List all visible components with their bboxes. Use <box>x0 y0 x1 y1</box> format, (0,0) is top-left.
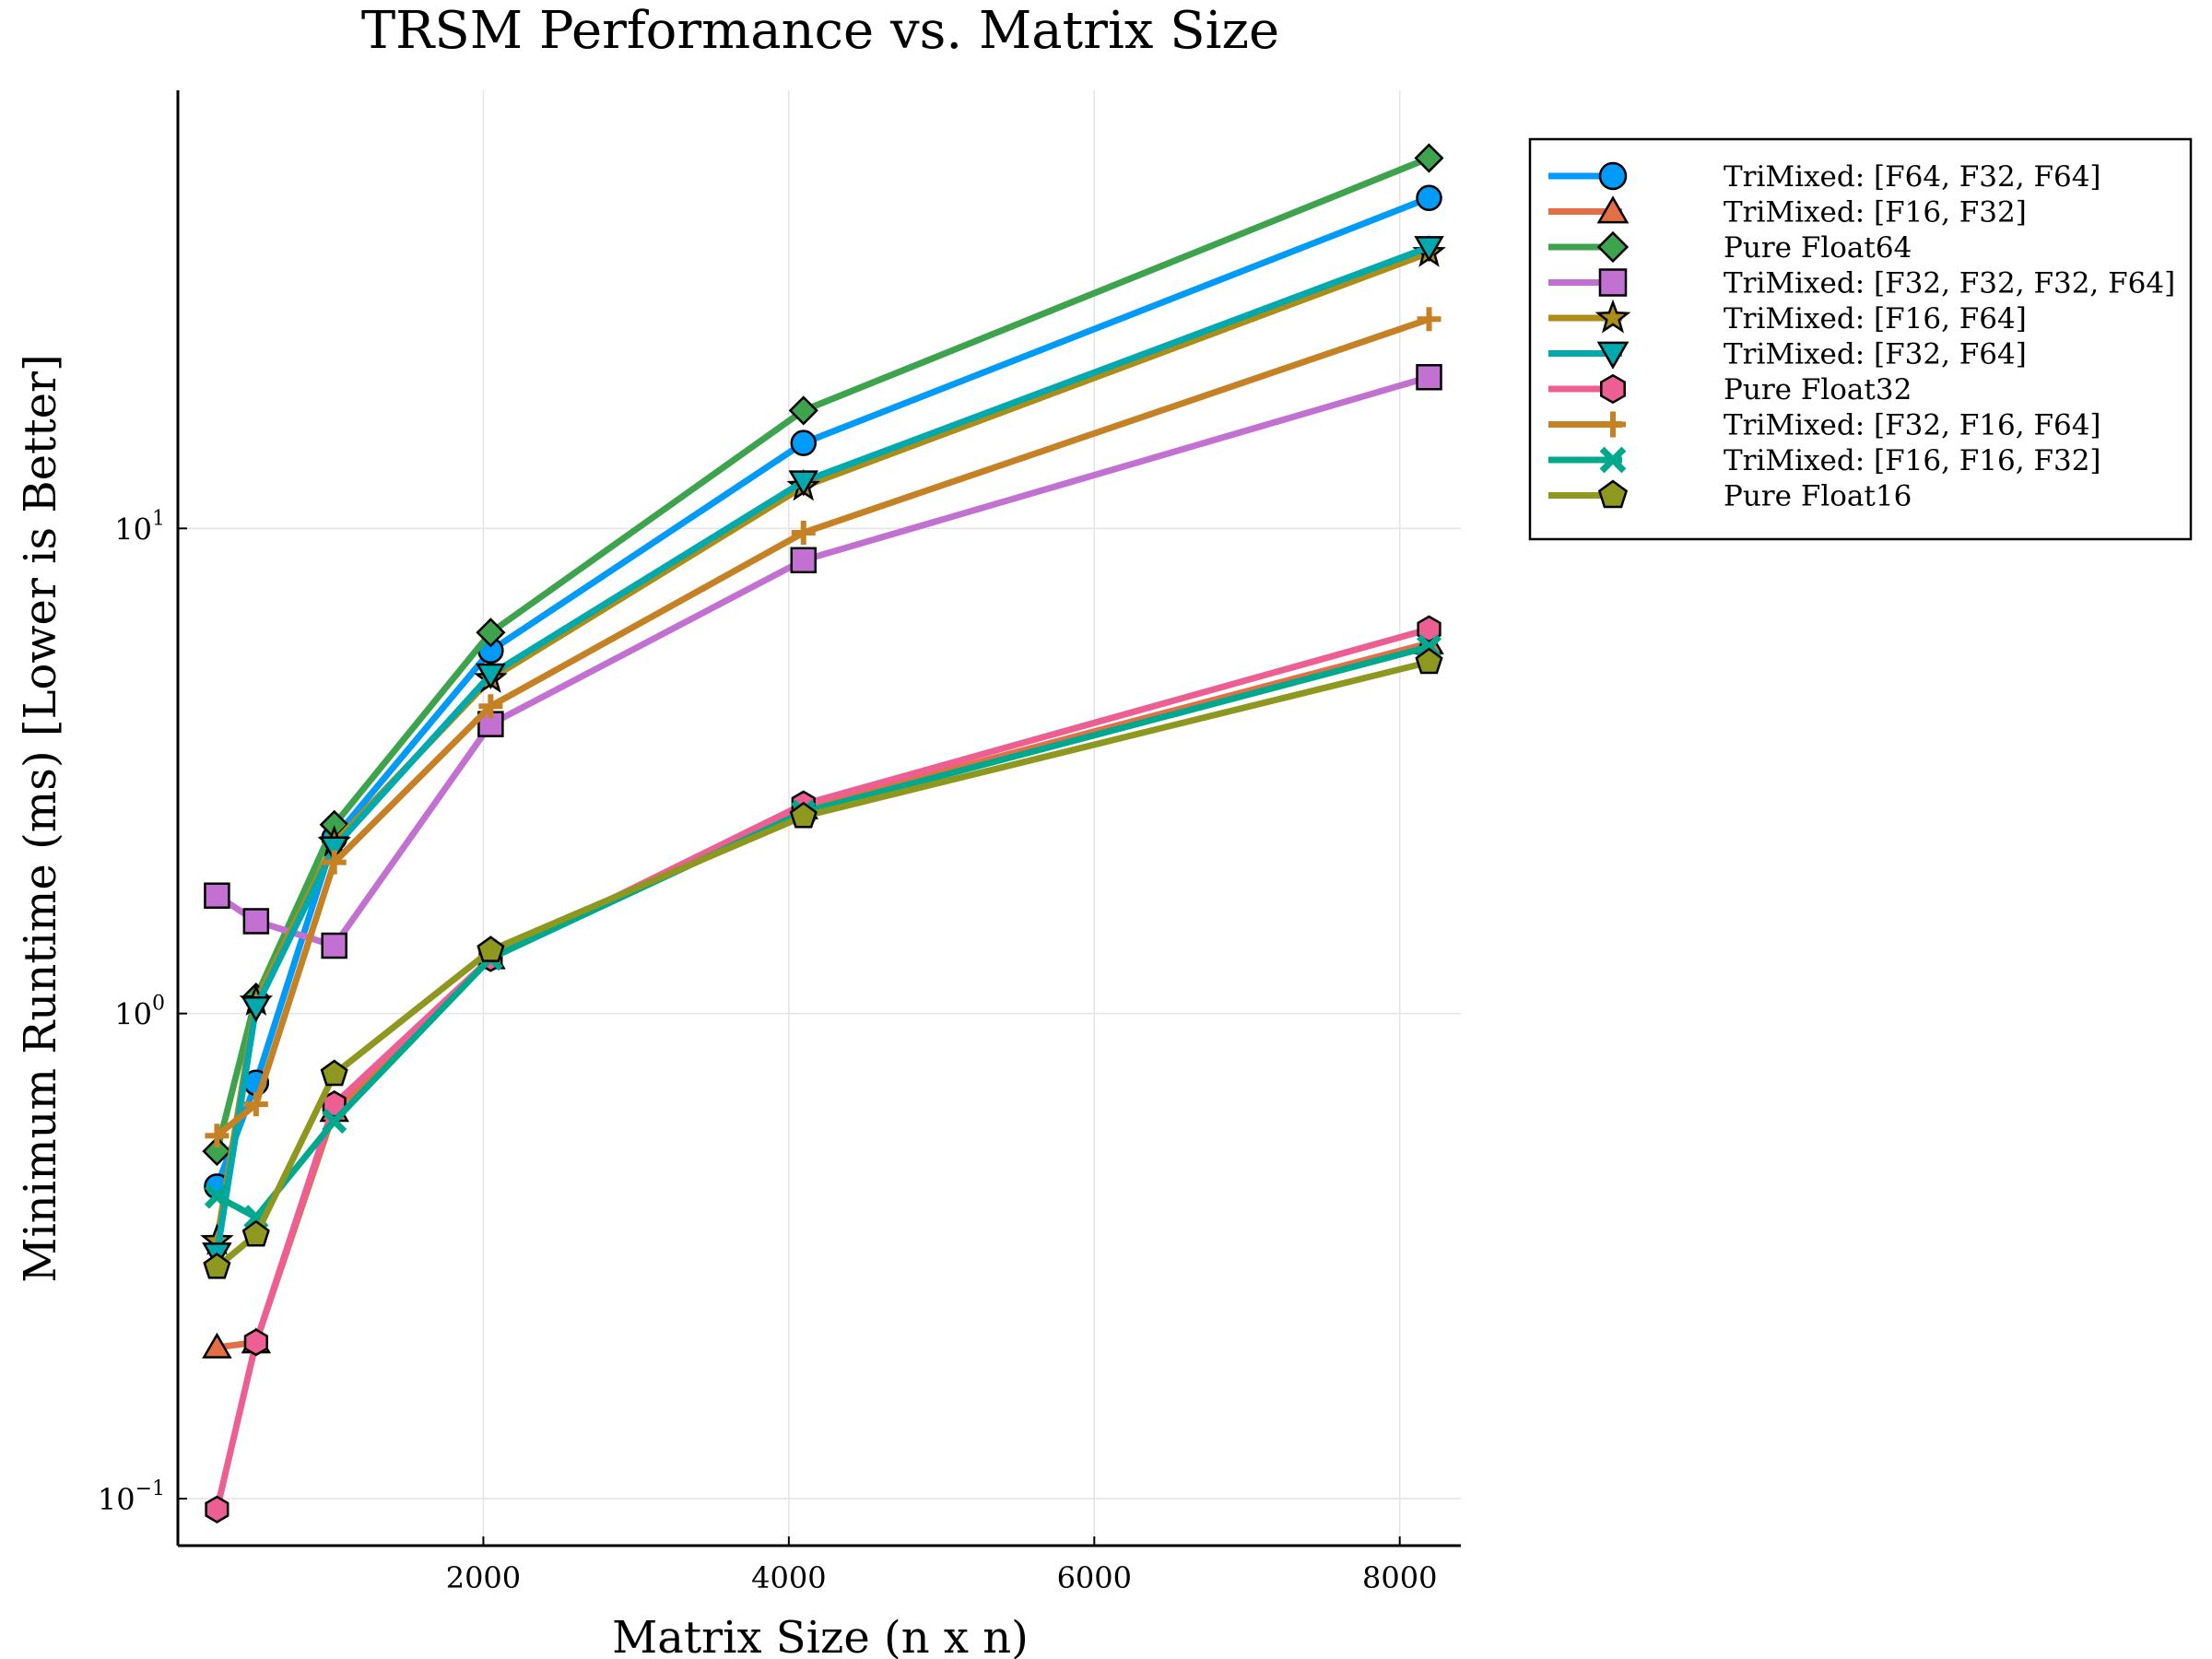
data-point <box>790 429 818 456</box>
series-line <box>213 626 1432 1513</box>
series-line <box>213 643 1432 1221</box>
y-ticks: 10−1 100 101 <box>98 507 187 1517</box>
series-3 <box>204 363 1442 959</box>
data-point <box>322 1108 347 1134</box>
series-line <box>213 658 1432 1271</box>
legend-entry: TriMixed: [F32, F16, F64] <box>1548 409 2101 442</box>
legend-entry: TriMixed: [F32, F32, F32, F64] <box>1548 267 2175 300</box>
legend-marker <box>1596 195 1630 224</box>
legend-entry: Pure Float32 <box>1548 373 1912 406</box>
y-tick-label: 10−1 <box>98 1477 165 1517</box>
data-point <box>789 801 818 829</box>
legend-entry: TriMixed: [F16, F32] <box>1548 195 2027 229</box>
series-7 <box>205 307 1441 1148</box>
legend-entry: TriMixed: [F32, F64] <box>1548 338 2027 371</box>
data-point <box>319 836 349 863</box>
series-9 <box>203 647 1443 1279</box>
y-tick-label: 101 <box>114 507 165 547</box>
grid <box>178 90 1461 1546</box>
legend-label: TriMixed: [F16, F16, F32] <box>1724 444 2101 477</box>
plot-frame <box>176 90 1461 1547</box>
data-point <box>320 1059 348 1087</box>
series-1 <box>202 628 1444 1359</box>
series-line <box>213 315 1432 1139</box>
legend-entry: Pure Float64 <box>1548 230 1912 265</box>
x-axis-label: Matrix Size (n x n) <box>612 1612 1029 1659</box>
series-line <box>213 155 1432 1155</box>
legend-marker <box>1600 411 1626 438</box>
data-point <box>1414 143 1444 173</box>
data-point <box>241 1219 270 1247</box>
series-5 <box>202 236 1444 1269</box>
data-point <box>1414 236 1444 263</box>
data-point <box>788 470 818 497</box>
x-tick-label: 6000 <box>1057 1560 1132 1595</box>
data-point <box>1416 184 1442 212</box>
data-point <box>476 663 506 689</box>
legend-marker <box>1597 479 1629 509</box>
legend-entry: TriMixed: [F64, F32, F64] <box>1548 160 2101 194</box>
series-2 <box>202 143 1444 1167</box>
data-point <box>204 882 230 909</box>
x-ticks: 2000 4000 6000 8000 <box>446 1536 1437 1595</box>
data-point <box>243 1328 268 1357</box>
data-point <box>790 547 818 574</box>
data-point <box>322 850 347 875</box>
data-point <box>321 932 347 959</box>
data-point <box>202 1136 232 1167</box>
series-4 <box>200 235 1446 1255</box>
x-tick-label: 2000 <box>446 1560 521 1595</box>
legend-marker <box>1598 268 1628 297</box>
legend-marker <box>1594 299 1631 334</box>
data-point <box>202 1332 232 1359</box>
data-point <box>242 908 270 935</box>
series-line <box>213 243 1432 1257</box>
data-point <box>241 995 272 1023</box>
legend-label: Pure Float64 <box>1724 231 1912 265</box>
series-line <box>213 373 1432 949</box>
data-point <box>204 1183 229 1209</box>
y-tick-label: 100 <box>114 993 165 1032</box>
legend-entry: TriMixed: [F16, F16, F32] <box>1548 444 2101 477</box>
legend-label: TriMixed: [F32, F16, F64] <box>1724 409 2101 442</box>
data-point <box>1417 307 1441 332</box>
legend: TriMixed: [F64, F32, F64]TriMixed: [F16,… <box>1528 137 2193 541</box>
data-point <box>1417 615 1441 643</box>
legend-label: Pure Float32 <box>1724 373 1912 406</box>
data-point <box>476 618 506 648</box>
legend-label: TriMixed: [F16, F32] <box>1724 196 2027 229</box>
legend-label: Pure Float16 <box>1724 480 1912 513</box>
data-point <box>1416 363 1442 391</box>
legend-marker <box>1596 341 1630 370</box>
data-point <box>205 1124 229 1148</box>
legend-entry: Pure Float16 <box>1548 480 1912 513</box>
legend-entry: TriMixed: [F16, F64] <box>1548 299 2027 335</box>
data-point <box>478 694 503 719</box>
x-tick-label: 8000 <box>1362 1560 1437 1595</box>
legend-label: TriMixed: [F32, F32, F32, F64] <box>1724 267 2175 300</box>
x-tick-label: 4000 <box>751 1560 826 1595</box>
chart-title: TRSM Performance vs. Matrix Size <box>361 1 1279 61</box>
data-point <box>205 1495 229 1524</box>
series-line <box>213 194 1432 1190</box>
legend-marker <box>1596 230 1630 264</box>
data-point <box>1415 647 1443 675</box>
legend-label: TriMixed: [F32, F64] <box>1724 338 2027 371</box>
legend-marker <box>1599 446 1627 474</box>
legend-label: TriMixed: [F16, F64] <box>1724 302 2027 335</box>
y-axis-label: Minimum Runtime (ms) [Lower is Better] <box>15 354 66 1282</box>
series-layer <box>200 143 1446 1524</box>
data-point <box>203 1253 231 1279</box>
data-point <box>788 395 818 426</box>
data-point <box>477 935 505 962</box>
legend-marker <box>1600 373 1626 405</box>
legend-box <box>1528 137 2193 541</box>
legend-label: TriMixed: [F64, F32, F64] <box>1724 160 2101 194</box>
data-point <box>243 1092 268 1117</box>
legend-marker <box>1598 161 1628 191</box>
data-point <box>791 520 816 545</box>
series-8 <box>204 634 1442 1230</box>
